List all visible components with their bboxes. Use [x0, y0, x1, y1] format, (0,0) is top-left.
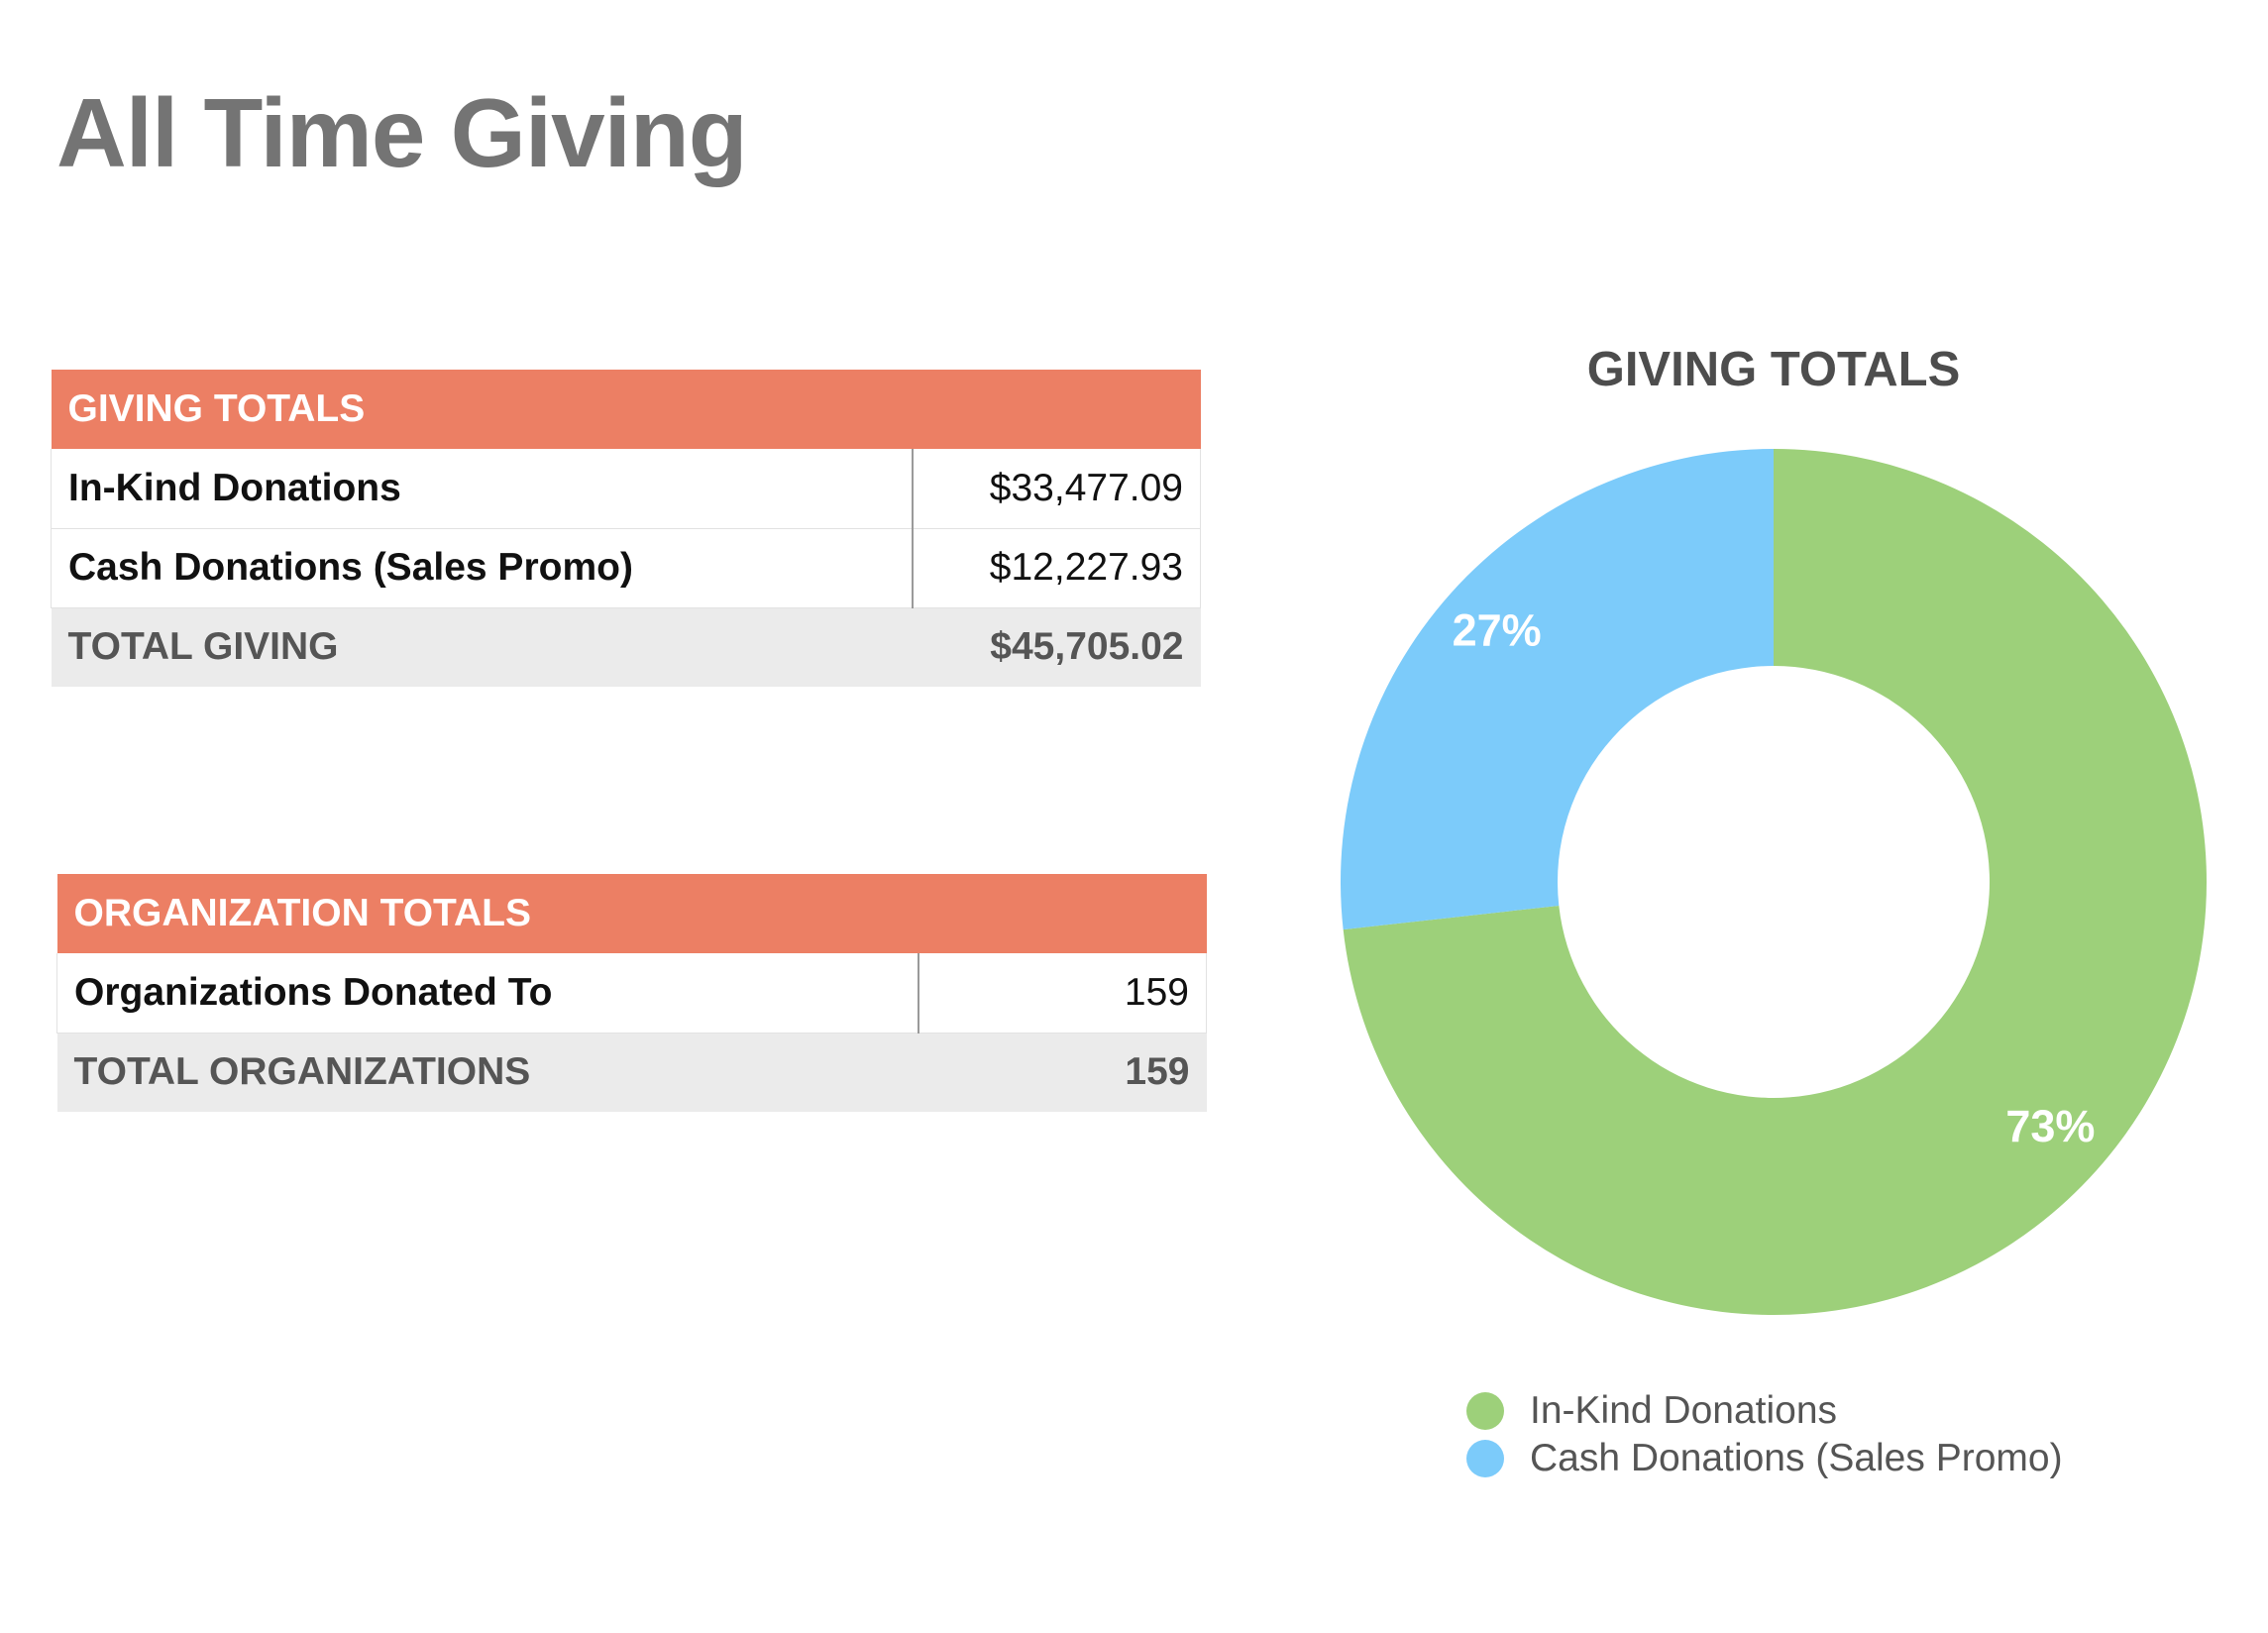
organizations-donated-label: Organizations Donated To — [56, 953, 918, 1034]
organization-totals-table: ORGANIZATION TOTALS Organizations Donate… — [56, 874, 1207, 1112]
legend-swatch-in-kind — [1466, 1392, 1504, 1430]
total-row: TOTAL ORGANIZATIONS 159 — [56, 1033, 1207, 1112]
legend-swatch-cash — [1466, 1440, 1504, 1477]
cash-donations-label: Cash Donations (Sales Promo) — [51, 528, 913, 608]
table-row: In-Kind Donations $33,477.09 — [51, 449, 1201, 529]
cash-donations-value: $12,227.93 — [911, 528, 1201, 608]
legend-label-in-kind: In-Kind Donations — [1530, 1389, 1838, 1432]
page-title: All Time Giving — [56, 78, 748, 187]
total-organizations-value: 159 — [918, 1033, 1207, 1112]
giving-totals-donut-chart: 73% 27% — [1341, 449, 2207, 1315]
legend-item-in-kind: In-Kind Donations — [1466, 1387, 2063, 1435]
total-organizations-label: TOTAL ORGANIZATIONS — [56, 1033, 918, 1112]
table-header-row: ORGANIZATION TOTALS — [56, 874, 1207, 953]
in-kind-donations-value: $33,477.09 — [911, 449, 1201, 529]
giving-totals-table: GIVING TOTALS In-Kind Donations $33,477.… — [51, 370, 1201, 687]
total-giving-label: TOTAL GIVING — [51, 607, 913, 687]
legend-label-cash: Cash Donations (Sales Promo) — [1530, 1437, 2063, 1479]
table-header-row: GIVING TOTALS — [51, 370, 1201, 449]
donut-label-cash: 27% — [1453, 605, 1542, 656]
chart-title: GIVING TOTALS — [1586, 343, 1961, 396]
organization-totals-header: ORGANIZATION TOTALS — [56, 874, 1207, 953]
chart-legend: In-Kind Donations Cash Donations (Sales … — [1466, 1387, 2063, 1482]
total-row: TOTAL GIVING $45,705.02 — [51, 607, 1201, 687]
table-row: Organizations Donated To 159 — [56, 953, 1207, 1034]
donut-label-in-kind: 73% — [2005, 1101, 2095, 1151]
in-kind-donations-label: In-Kind Donations — [51, 449, 913, 529]
donut-slice-cash — [1341, 449, 1774, 930]
total-giving-value: $45,705.02 — [912, 607, 1201, 687]
giving-totals-header: GIVING TOTALS — [51, 370, 1201, 449]
donut-slice-in-kind — [1343, 449, 2207, 1315]
legend-item-cash: Cash Donations (Sales Promo) — [1466, 1435, 2063, 1482]
table-row: Cash Donations (Sales Promo) $12,227.93 — [51, 528, 1201, 608]
organizations-donated-value: 159 — [917, 953, 1207, 1034]
